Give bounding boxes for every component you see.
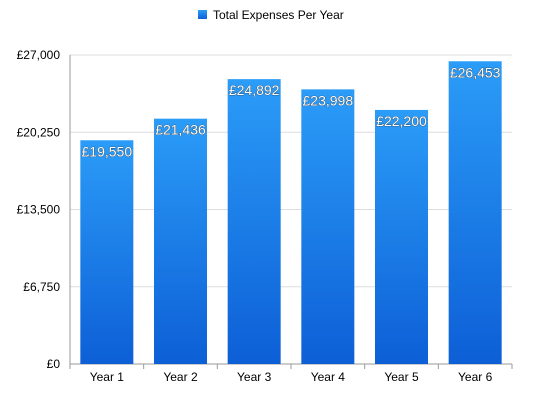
y-tick-label: £0 <box>47 357 61 371</box>
y-tick-label: £27,000 <box>17 48 61 62</box>
data-labels: £19,550 £21,436 £24,892 £23,998 £22,200 £26,4… <box>81 64 501 160</box>
y-tick-label: £13,500 <box>17 203 61 217</box>
y-axis-ticks: £0 £6,750 £13,500 £20,250 £27,000 <box>17 48 61 371</box>
data-label: £24,892 <box>229 82 280 98</box>
legend: Total Expenses Per Year <box>198 8 344 22</box>
bar <box>301 89 355 364</box>
x-tick-label: Year 3 <box>237 370 272 384</box>
gridlines <box>69 54 512 365</box>
bar <box>375 109 428 364</box>
data-label: £19,550 <box>82 143 133 159</box>
bar <box>448 61 502 365</box>
x-tick-label: Year 2 <box>163 370 198 384</box>
x-tick-label: Year 1 <box>90 370 125 384</box>
y-tick-label: £20,250 <box>17 125 61 139</box>
x-tick-label: Year 6 <box>458 370 493 384</box>
bars <box>80 61 502 365</box>
y-tick-label: £6,750 <box>23 280 60 294</box>
x-tick-label: Year 4 <box>311 370 346 384</box>
bar <box>154 118 207 365</box>
data-label: £22,200 <box>376 113 427 129</box>
x-tick-label: Year 5 <box>384 370 419 384</box>
bar <box>80 140 134 364</box>
data-label: £23,998 <box>303 92 354 108</box>
legend-swatch <box>198 10 207 19</box>
bar <box>227 79 281 365</box>
legend-label: Total Expenses Per Year <box>213 8 344 22</box>
x-axis-ticks: Year 1 Year 2 Year 3 Year 4 Year 5 Year 6 <box>69 364 513 384</box>
data-label: £21,436 <box>155 122 206 138</box>
data-label: £26,453 <box>450 64 501 80</box>
